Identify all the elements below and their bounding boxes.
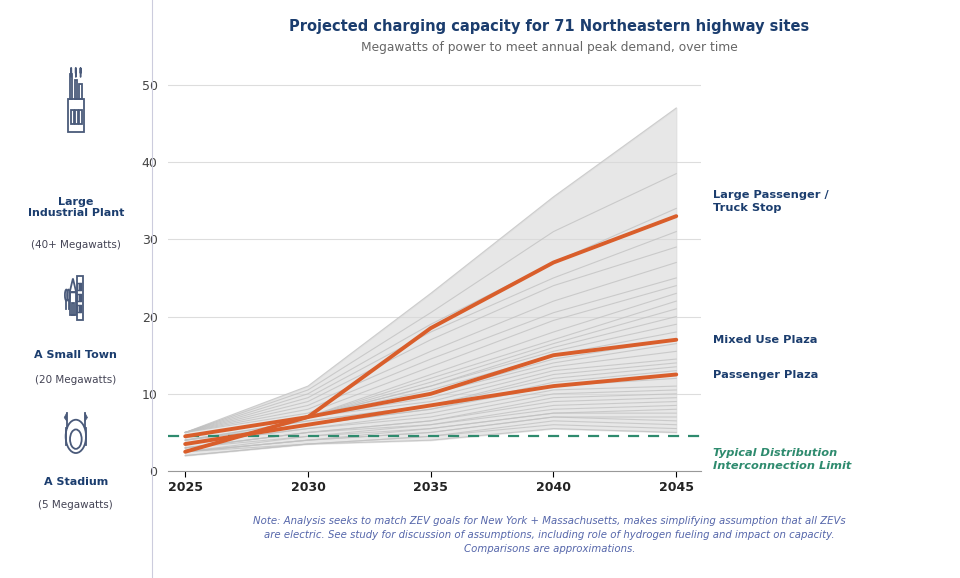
Text: Mixed Use Plaza: Mixed Use Plaza <box>713 335 818 344</box>
Text: (40+ Megawatts): (40+ Megawatts) <box>31 240 121 250</box>
Text: Typical Distribution
Interconnection Limit: Typical Distribution Interconnection Lim… <box>713 448 852 471</box>
Text: (5 Megawatts): (5 Megawatts) <box>38 500 113 510</box>
Text: Large Passenger /
Truck Stop: Large Passenger / Truck Stop <box>713 190 828 213</box>
Bar <box>78 283 79 290</box>
Text: Projected charging capacity for 71 Northeastern highway sites: Projected charging capacity for 71 North… <box>290 18 809 34</box>
Bar <box>77 276 84 320</box>
Bar <box>80 110 83 124</box>
Text: Note: Analysis seeks to match ZEV goals for New York + Massachusetts, makes simp: Note: Analysis seeks to match ZEV goals … <box>253 516 846 554</box>
Bar <box>80 84 82 99</box>
Bar <box>75 80 77 99</box>
Bar <box>70 74 72 99</box>
Bar <box>72 303 74 314</box>
Text: (20 Megawatts): (20 Megawatts) <box>36 375 116 384</box>
Bar <box>78 294 79 301</box>
Bar <box>80 305 82 312</box>
Bar <box>71 110 74 124</box>
Text: Megawatts of power to meet annual peak demand, over time: Megawatts of power to meet annual peak d… <box>361 41 738 54</box>
Bar <box>68 99 84 132</box>
Text: A Stadium: A Stadium <box>44 477 108 487</box>
Bar <box>70 292 76 314</box>
Text: A Small Town: A Small Town <box>35 350 117 360</box>
Text: Passenger Plaza: Passenger Plaza <box>713 369 819 380</box>
Polygon shape <box>84 413 87 421</box>
Bar <box>78 305 79 312</box>
Bar <box>75 110 78 124</box>
Bar <box>80 294 82 301</box>
Text: Large
Industrial Plant: Large Industrial Plant <box>28 197 124 218</box>
Bar <box>80 283 82 290</box>
Polygon shape <box>64 413 67 421</box>
